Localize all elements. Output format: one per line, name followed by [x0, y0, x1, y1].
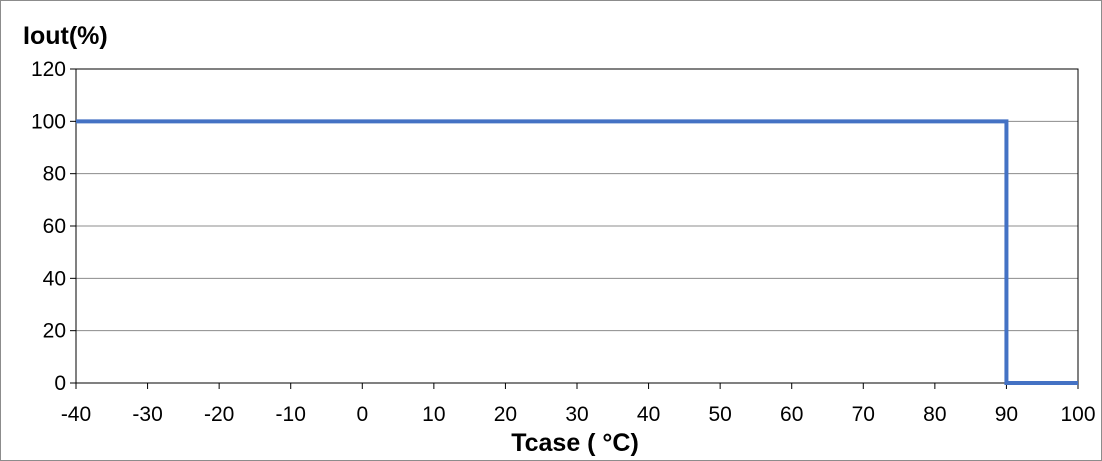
y-tick-label: 40	[43, 267, 66, 290]
x-tick-label: -10	[276, 403, 306, 426]
y-tick-label: 60	[43, 215, 66, 238]
x-tick-label: 90	[995, 403, 1018, 426]
y-tick-label: 120	[31, 58, 66, 81]
series-line	[76, 119, 1078, 385]
x-tick-label: 50	[708, 403, 731, 426]
x-tick-label: 60	[780, 403, 803, 426]
x-tick-label: 100	[1060, 403, 1095, 426]
y-tick-label: 80	[43, 163, 66, 186]
x-tick-label: 20	[494, 403, 517, 426]
y-axis-title: Iout(%)	[23, 22, 108, 50]
x-tick-label: -20	[204, 403, 234, 426]
y-tick-label: 100	[31, 110, 66, 133]
x-tick-label: 10	[422, 403, 445, 426]
x-tick-label: -30	[132, 403, 162, 426]
y-axis: 0 20 40 60 80 100 120	[31, 58, 76, 395]
grid-lines	[76, 120, 1078, 332]
x-axis: -40 -30 -20 -10 0 10 20 30 40 50 60 70 80 90 100	[61, 383, 1096, 426]
y-tick-label: 20	[43, 320, 66, 343]
y-tick-label: 0	[54, 372, 66, 395]
x-tick-label: 80	[923, 403, 946, 426]
x-tick-label: 70	[852, 403, 875, 426]
x-tick-label: 30	[565, 403, 588, 426]
x-axis-title: Tcase ( °C)	[511, 429, 639, 457]
x-tick-label: 40	[637, 403, 660, 426]
x-tick-label: 0	[356, 403, 368, 426]
x-tick-label: -40	[61, 403, 91, 426]
